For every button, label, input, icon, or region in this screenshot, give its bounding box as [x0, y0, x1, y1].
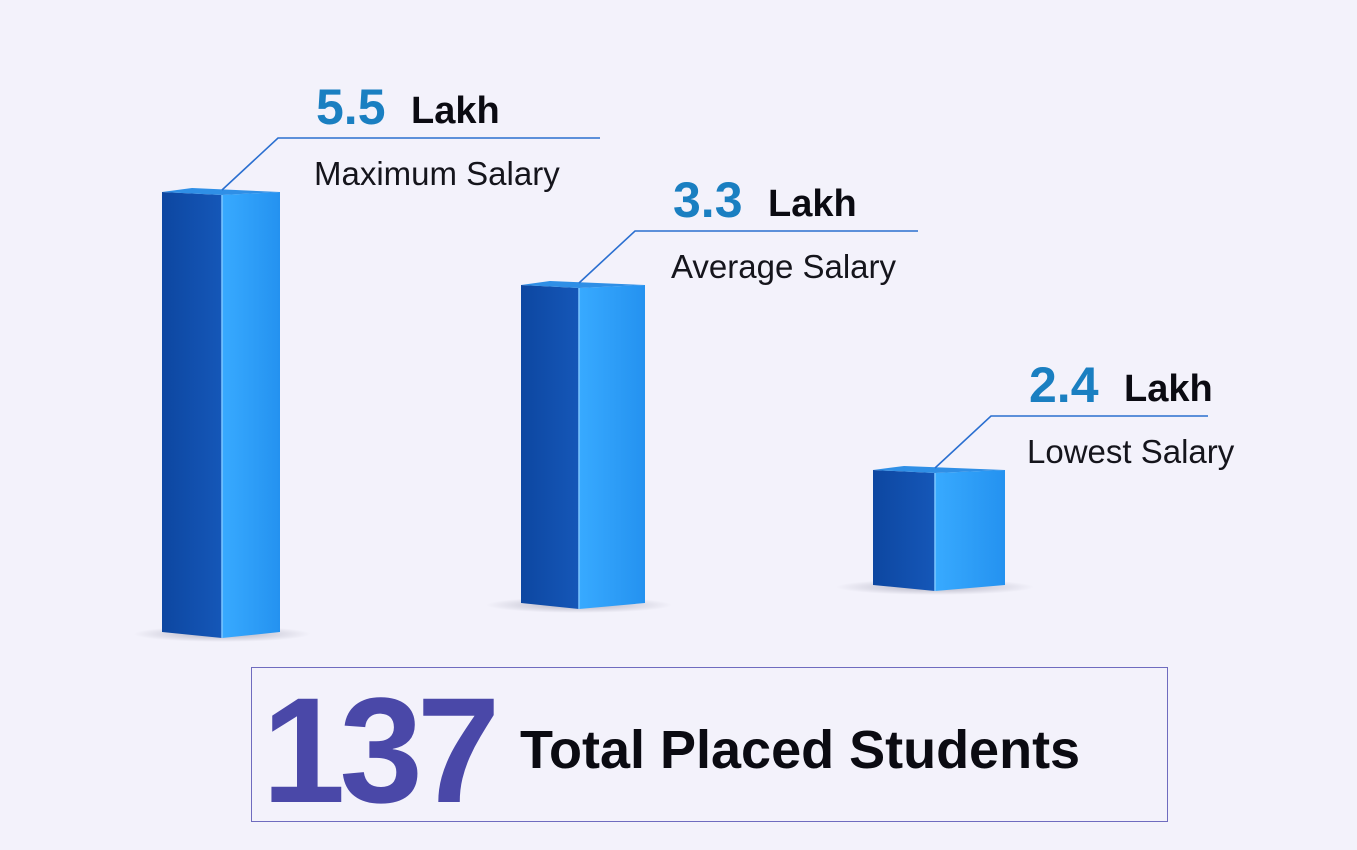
bar-1	[133, 188, 311, 642]
placed-count: 137	[262, 666, 500, 834]
leader-line-3	[934, 415, 1208, 469]
bar-3	[836, 466, 1034, 595]
value-label-2: 3.3	[673, 172, 743, 228]
bar-top-face	[162, 188, 280, 195]
value-label-3: 2.4	[1029, 357, 1099, 413]
value-unit-2: Lakh	[768, 183, 857, 225]
bar-front-face	[521, 285, 579, 609]
bar-top-face	[521, 281, 645, 288]
placed-label: Total Placed Students	[520, 720, 1081, 780]
category-label-2: Average Salary	[671, 248, 897, 285]
bar-front-face	[162, 192, 222, 638]
value-label-1: 5.5	[316, 79, 386, 135]
category-label-1: Maximum Salary	[314, 155, 560, 192]
value-unit-1: Lakh	[411, 90, 500, 132]
salary-bar-chart: 5.5 Lakh Maximum Salary 3.3 Lakh Average Sala…	[133, 79, 1235, 642]
bar-side-face	[222, 192, 280, 638]
category-label-3: Lowest Salary	[1027, 433, 1235, 470]
bar-front-face	[873, 470, 935, 591]
value-unit-3: Lakh	[1124, 368, 1213, 410]
bar-side-face	[579, 285, 645, 609]
summary-box	[251, 667, 1168, 822]
bar-2	[486, 281, 672, 613]
leader-line-1	[221, 137, 600, 191]
bar-side-face	[935, 470, 1005, 591]
bar-top-face	[873, 466, 1005, 473]
leader-line-2	[578, 230, 918, 284]
